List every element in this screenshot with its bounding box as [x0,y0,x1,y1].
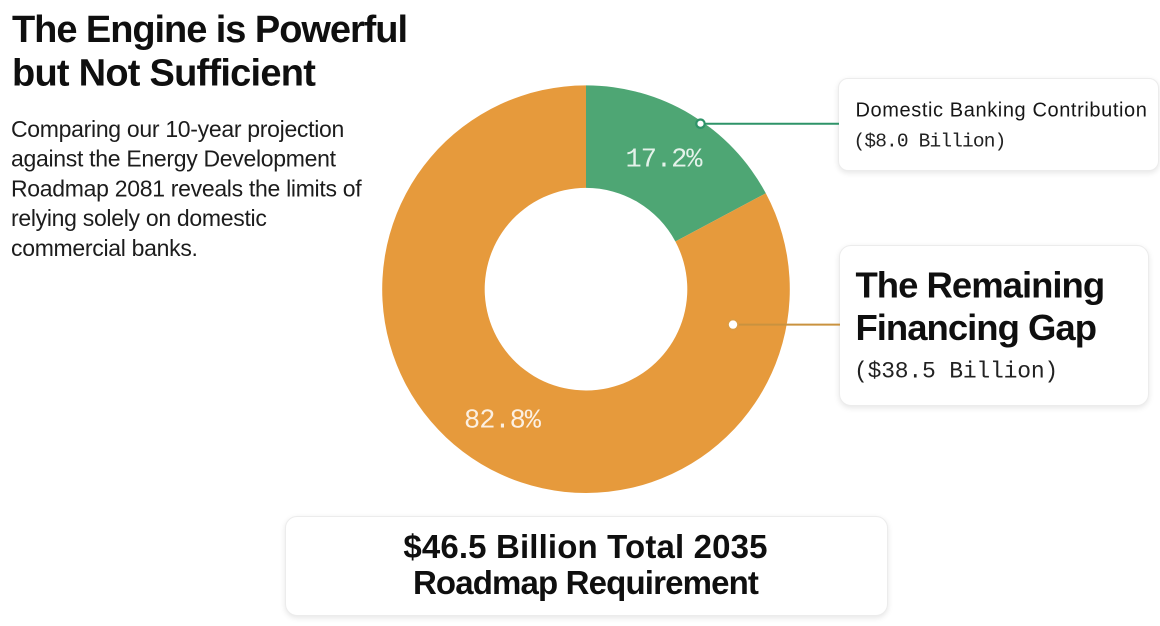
svg-text:Roadmap 2081 reveals the limit: Roadmap 2081 reveals the limits of [11,175,362,201]
svg-text:($38.5 Billion): ($38.5 Billion) [854,359,1058,385]
svg-text:17.2%: 17.2% [626,146,704,176]
svg-text:Comparing our 10-year projecti: Comparing our 10-year projection [11,116,344,142]
svg-text:against the Energy Development: against the Energy Development [11,146,337,172]
svg-text:Financing Gap: Financing Gap [856,307,1097,348]
svg-text:($8.0 Billion): ($8.0 Billion) [854,131,1006,153]
svg-text:but Not Sufficient: but Not Sufficient [12,53,316,95]
svg-text:Roadmap Requirement: Roadmap Requirement [413,564,759,601]
svg-text:$46.5 Billion Total 2035: $46.5 Billion Total 2035 [403,528,767,565]
svg-text:commercial banks.: commercial banks. [11,235,198,261]
svg-text:Domestic Banking Contribution: Domestic Banking Contribution [856,100,1148,122]
svg-text:The Engine is Powerful: The Engine is Powerful [12,9,407,51]
svg-text:relying solely on domestic: relying solely on domestic [11,205,267,231]
svg-text:82.8%: 82.8% [464,407,542,437]
svg-text:The Remaining: The Remaining [856,265,1105,306]
